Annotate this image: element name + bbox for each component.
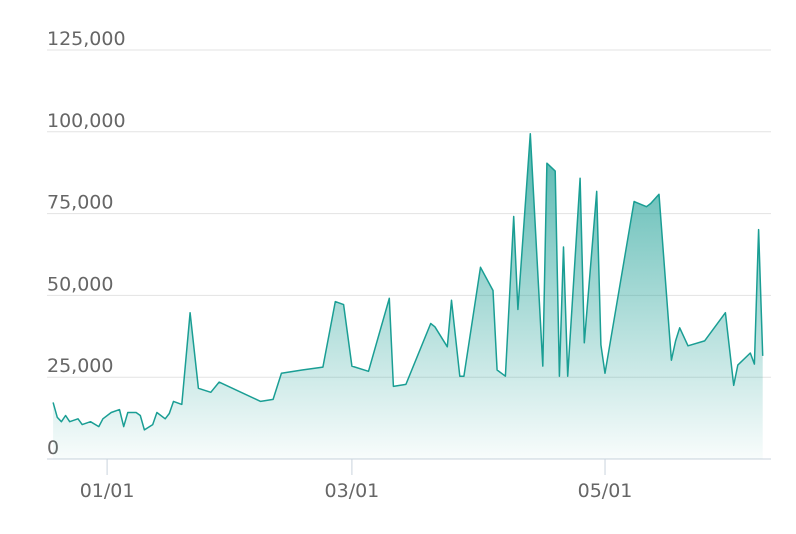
- x-tick-label: 05/01: [578, 480, 633, 502]
- line: [52, 133, 764, 431]
- area: [53, 133, 763, 460]
- y-tick-label: 75,000: [47, 192, 113, 214]
- y-tick-label: 125,000: [47, 28, 126, 50]
- x-tick-label: 03/01: [325, 480, 380, 502]
- x-tick-label: 01/01: [80, 480, 135, 502]
- y-tick-label: 25,000: [47, 355, 113, 377]
- y-tick-label: 100,000: [47, 110, 126, 132]
- y-tick-label: 50,000: [47, 273, 113, 295]
